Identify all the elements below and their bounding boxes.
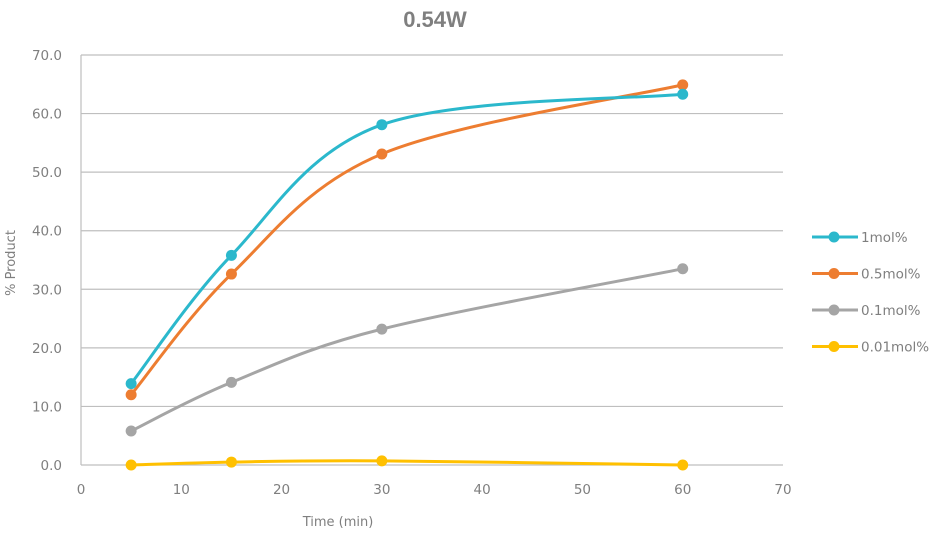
chart-title: 0.54W xyxy=(403,7,467,32)
series-0-5mol- xyxy=(125,79,689,401)
legend-marker-icon xyxy=(828,304,840,316)
data-point-marker xyxy=(376,455,388,467)
data-point-marker xyxy=(677,79,689,91)
y-tick-label: 50.0 xyxy=(32,165,62,181)
x-tick-label: 30 xyxy=(373,482,390,498)
y-tick-label: 10.0 xyxy=(32,399,62,415)
legend: 1mol% 0.5mol% 0.1mol% 0.01mol% xyxy=(812,230,929,356)
gridlines xyxy=(80,54,783,466)
y-tick-label: 20.0 xyxy=(32,341,62,357)
data-point-marker xyxy=(376,323,388,335)
y-tick-label: 0.0 xyxy=(41,458,62,474)
legend-label: 0.01mol% xyxy=(861,340,929,356)
x-tick-label: 50 xyxy=(574,482,591,498)
data-point-marker xyxy=(225,249,237,261)
series-lines xyxy=(125,79,689,471)
x-tick-label: 0 xyxy=(77,482,86,498)
data-point-marker xyxy=(125,425,137,437)
data-point-marker xyxy=(677,459,689,471)
series-0-1mol- xyxy=(125,263,689,437)
data-point-marker xyxy=(125,459,137,471)
legend-item: 0.1mol% xyxy=(812,303,921,319)
legend-label: 0.5mol% xyxy=(861,267,921,283)
y-tick-label: 70.0 xyxy=(32,48,62,64)
x-tick-label: 20 xyxy=(273,482,290,498)
y-tick-label: 30.0 xyxy=(32,282,62,298)
data-point-marker xyxy=(125,389,137,401)
series-line xyxy=(129,83,685,397)
legend-item: 0.5mol% xyxy=(812,267,921,283)
series-line xyxy=(129,92,685,386)
y-axis-ticks: 0.0 10.0 20.0 30.0 40.0 50.0 60.0 70.0 xyxy=(32,48,62,474)
data-point-marker xyxy=(376,148,388,160)
data-point-marker xyxy=(677,263,689,275)
legend-item: 0.01mol% xyxy=(812,340,929,356)
y-axis-label: % Product xyxy=(4,230,19,296)
data-point-marker xyxy=(225,456,237,468)
data-point-marker xyxy=(125,378,137,390)
data-point-marker xyxy=(225,268,237,280)
x-tick-label: 70 xyxy=(774,482,791,498)
y-tick-label: 60.0 xyxy=(32,107,62,123)
x-axis-ticks: 0 10 20 30 40 50 60 70 xyxy=(77,482,792,498)
x-axis-label: Time (min) xyxy=(302,515,374,530)
series-line xyxy=(129,267,685,433)
x-tick-label: 40 xyxy=(474,482,491,498)
legend-marker-icon xyxy=(828,231,840,243)
legend-marker-icon xyxy=(828,341,840,352)
data-point-marker xyxy=(225,376,237,388)
legend-marker-icon xyxy=(828,268,840,279)
legend-label: 1mol% xyxy=(861,230,908,246)
series-line xyxy=(129,459,685,467)
legend-item: 1mol% xyxy=(812,230,908,246)
series-1mol- xyxy=(125,88,689,390)
y-tick-label: 40.0 xyxy=(32,224,62,240)
series-0-01mol- xyxy=(125,455,689,471)
data-point-marker xyxy=(677,88,689,100)
legend-label: 0.1mol% xyxy=(861,303,921,319)
data-point-marker xyxy=(376,119,388,131)
x-tick-label: 60 xyxy=(674,482,691,498)
x-tick-label: 10 xyxy=(173,482,190,498)
